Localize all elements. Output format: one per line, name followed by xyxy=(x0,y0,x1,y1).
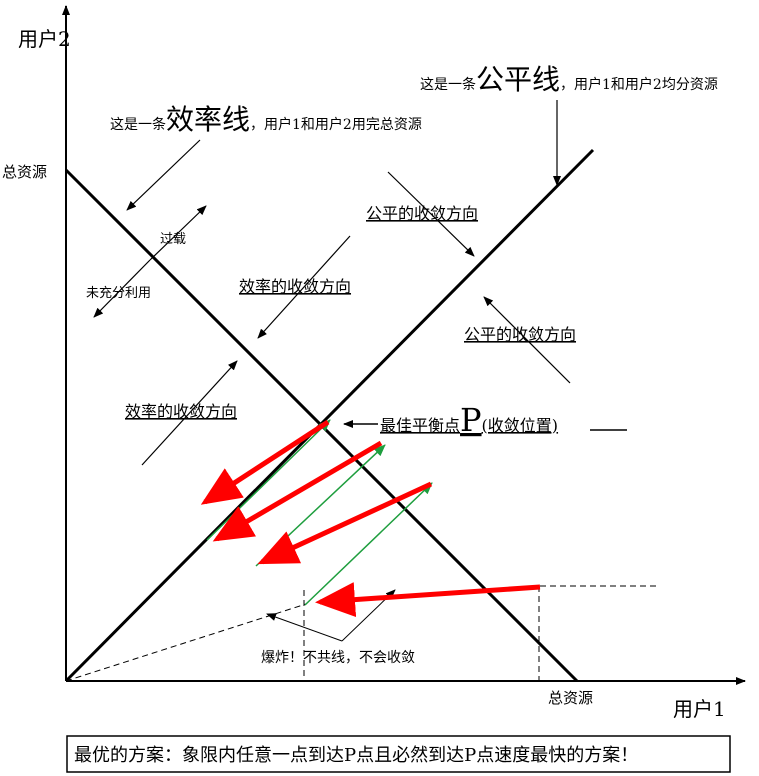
red-arrow-4 xyxy=(315,582,541,618)
eff-converge-label-2: 效率的收敛方向 xyxy=(125,402,237,421)
underused-label: 未充分利用 xyxy=(86,285,151,301)
caption-text: 最优的方案：象限内任意一点到达P点且必然到达P点速度最快的方案！ xyxy=(74,745,638,766)
fair-converge-arrow-2 xyxy=(483,296,571,384)
fairness-line-title: 公平线 xyxy=(476,64,560,95)
efficiency-callout-arrow xyxy=(126,139,201,211)
explode-arrow-left xyxy=(266,613,343,642)
red-arrow-2 xyxy=(212,440,383,542)
optimal-point-label: 最佳平衡点P(收敛位置) xyxy=(380,401,558,439)
eff-converge-label-1: 效率的收敛方向 xyxy=(239,277,351,296)
fairness-line-callout: 这是一条公平线，用户1和用户2均分资源 xyxy=(420,64,718,95)
fair-converge-arrow-1 xyxy=(387,171,475,257)
underused-arrow xyxy=(93,259,151,318)
y-total-label: 总资源 xyxy=(2,163,47,181)
fair-converge-label-1: 公平的收敛方向 xyxy=(366,204,478,223)
green-arrow-1 xyxy=(206,419,331,541)
explode-label: 爆炸！不共线，不会收敛 xyxy=(261,650,415,666)
fairness-line xyxy=(64,148,595,683)
fair-converge-label-2: 公平的收敛方向 xyxy=(464,325,576,344)
red-arrow-1 xyxy=(200,419,330,505)
x-total-label: 总资源 xyxy=(548,689,593,707)
efficiency-line-title: 效率线 xyxy=(166,104,250,135)
overload-arrow xyxy=(149,205,207,261)
overload-label: 过载 xyxy=(160,232,186,247)
point-p: P xyxy=(460,401,482,439)
red-arrow-3 xyxy=(257,481,433,565)
y-axis-label: 用户2 xyxy=(18,27,71,51)
efficiency-line-callout: 这是一条效率线，用户1和用户2用完总资源 xyxy=(110,104,422,135)
non-collinear-dashed-line xyxy=(65,603,307,682)
x-axis-label: 用户1 xyxy=(673,697,726,721)
caption-box xyxy=(66,735,731,773)
eff-converge-arrow-2 xyxy=(141,360,238,466)
eff-converge-arrow-1 xyxy=(257,235,351,339)
